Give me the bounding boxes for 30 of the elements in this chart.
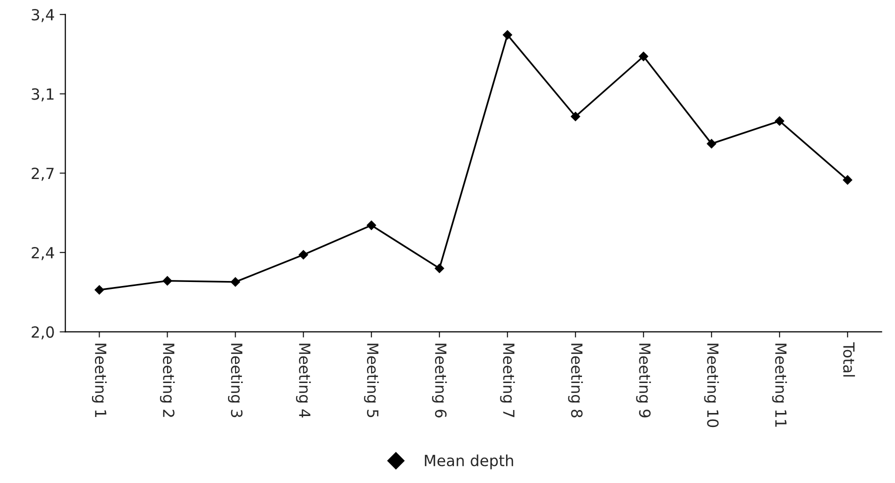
point [434, 264, 444, 273]
point [366, 220, 376, 230]
point [842, 175, 852, 185]
point [94, 285, 104, 295]
x-tick-label: Meeting 7 [500, 344, 515, 418]
y-tick-label: 2,0 [32, 326, 54, 340]
point [230, 277, 240, 287]
point [570, 112, 580, 122]
x-tick-label: Meeting 9 [636, 344, 651, 418]
y-tick-label: 3,1 [32, 88, 54, 102]
x-tick-label: Meeting 11 [772, 344, 787, 427]
point [706, 139, 716, 148]
point [774, 116, 784, 126]
x-tick-label: Meeting 3 [228, 344, 243, 418]
x-tick-label: Meeting 5 [364, 344, 379, 418]
y-tick-label: 3,4 [32, 8, 54, 22]
x-tick-label: Meeting 10 [704, 344, 719, 428]
x-tick-label: Meeting 8 [568, 344, 583, 418]
x-tick-label: Total [843, 342, 855, 376]
x-tick-label: Meeting 6 [432, 344, 447, 418]
point [162, 276, 172, 286]
point [502, 30, 512, 40]
point [298, 250, 308, 260]
x-tick-label: Meeting 1 [92, 344, 107, 417]
y-tick-label: 2,7 [32, 168, 54, 181]
legend-label: Mean depth [424, 454, 514, 470]
y-tick-label: 2,4 [32, 246, 54, 260]
x-tick-label: Meeting 4 [296, 344, 311, 418]
x-tick-label: Meeting 2 [160, 344, 175, 417]
point [638, 52, 648, 62]
